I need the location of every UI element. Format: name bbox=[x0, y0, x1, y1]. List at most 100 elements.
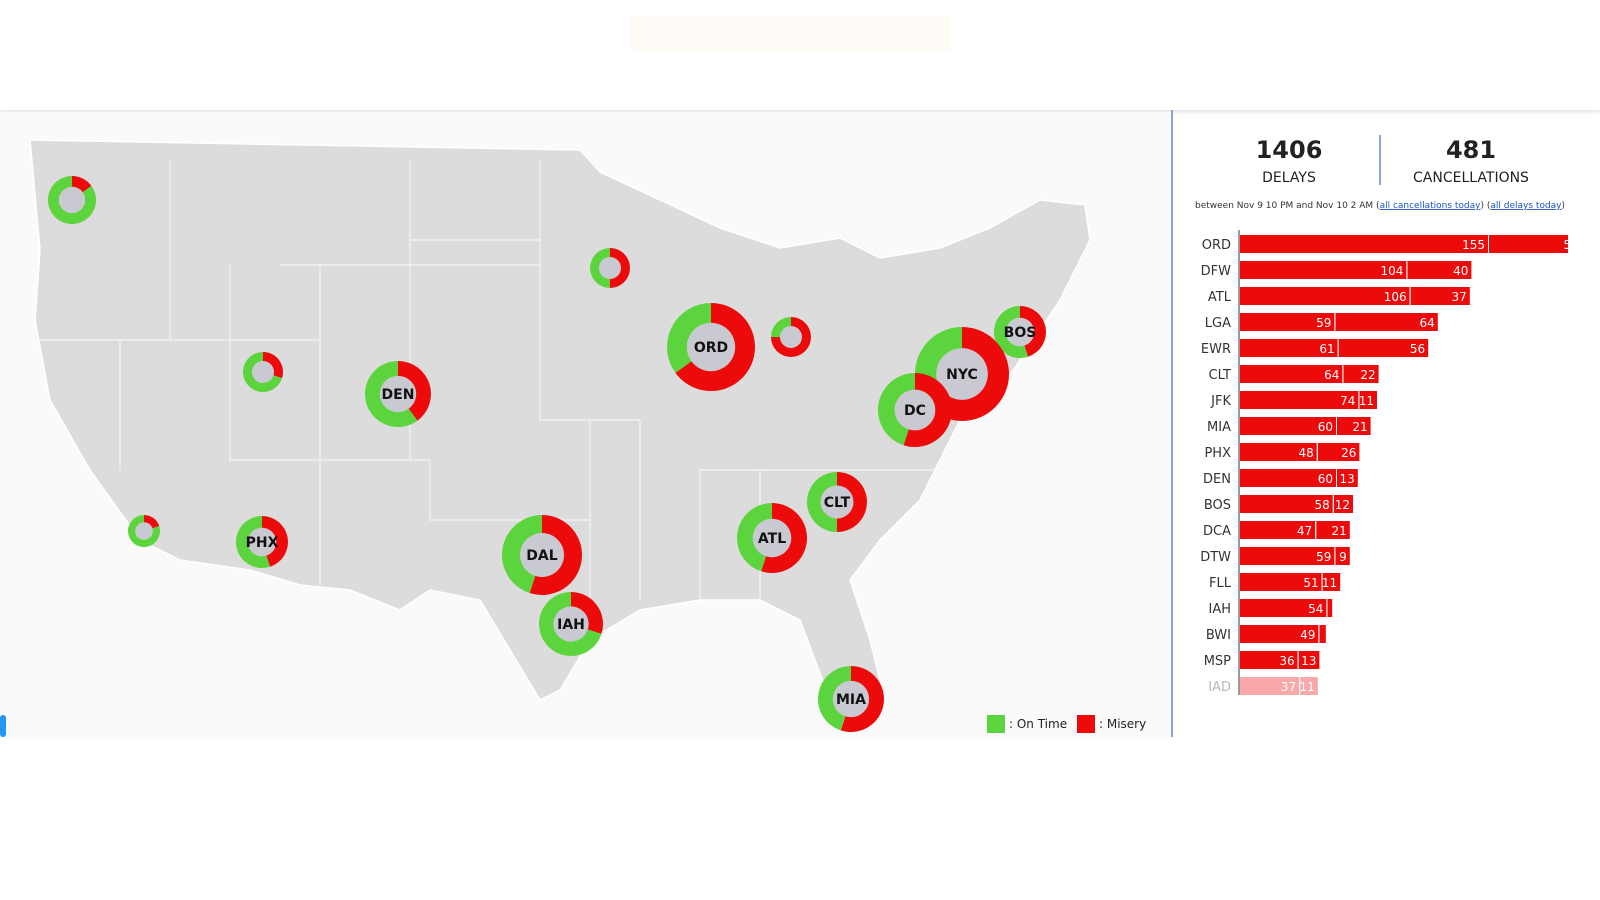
cancellations-value: 11 bbox=[1359, 394, 1374, 408]
on-time-arc bbox=[538, 592, 602, 656]
bar-row: DTW 59 9 bbox=[1200, 547, 1350, 565]
cancellations-bar bbox=[1327, 599, 1333, 617]
cancellations-bar bbox=[1337, 469, 1358, 487]
cancellations-value: 21 bbox=[1352, 420, 1367, 434]
airport-label: IAH bbox=[557, 617, 585, 633]
delays-value: 64 bbox=[1324, 368, 1339, 382]
on-time-arc bbox=[817, 666, 851, 731]
cancellations-count: 481 bbox=[1446, 136, 1496, 164]
delays-value: 155 bbox=[1462, 238, 1485, 252]
bar-airport-label: DEN bbox=[1203, 472, 1231, 487]
delays-bar bbox=[1240, 443, 1317, 461]
donut-center bbox=[894, 389, 936, 431]
cancellations-bar bbox=[1337, 417, 1371, 435]
delays-value: 48 bbox=[1299, 446, 1314, 460]
misery-arc bbox=[771, 317, 811, 357]
cancellations-bar bbox=[1359, 391, 1377, 409]
delays-value: 51 bbox=[1303, 576, 1318, 590]
cancellations-bar bbox=[1316, 521, 1350, 539]
cancellations-value: 13 bbox=[1340, 472, 1355, 486]
airport-donut: IAH bbox=[538, 592, 604, 656]
note-end: ) bbox=[1562, 201, 1566, 211]
delays-value: 49 bbox=[1300, 628, 1315, 642]
misery-arc bbox=[263, 352, 283, 379]
airport-donut bbox=[771, 317, 811, 357]
cancellations-value: 21 bbox=[1332, 524, 1347, 538]
delays-value: 59 bbox=[1316, 316, 1331, 330]
bar-airport-label: BOS bbox=[1204, 498, 1231, 513]
side-tab[interactable] bbox=[0, 715, 6, 737]
donut-center bbox=[520, 533, 564, 577]
delays-bar bbox=[1240, 339, 1338, 357]
bar-row: DCA 47 21 bbox=[1203, 521, 1350, 539]
legend-on-time: : On Time bbox=[1009, 717, 1067, 731]
cancellations-value: 11 bbox=[1300, 680, 1315, 694]
airport-donut: DC bbox=[878, 373, 953, 447]
cancellations-value: 37 bbox=[1452, 290, 1467, 304]
bar-airport-label: ORD bbox=[1202, 238, 1231, 253]
delays-bar bbox=[1240, 599, 1327, 617]
on-time-arc bbox=[807, 472, 837, 532]
cancellations-value: 58 bbox=[1564, 238, 1579, 252]
bar-airport-label: IAD bbox=[1208, 680, 1231, 695]
bar-row: LGA 59 64 bbox=[1205, 313, 1438, 331]
delays-bar bbox=[1240, 313, 1335, 331]
cancellations-bar bbox=[1335, 547, 1350, 565]
bar-airport-label: LGA bbox=[1205, 316, 1231, 331]
delays-value: 47 bbox=[1297, 524, 1312, 538]
cancellations-value: 13 bbox=[1301, 654, 1316, 668]
misery-arc bbox=[903, 373, 953, 447]
bar-row: BOS 58 12 bbox=[1204, 495, 1353, 513]
donut-center bbox=[379, 375, 417, 413]
link-all-cancellations[interactable]: all cancellations today bbox=[1380, 201, 1482, 211]
misery-arc bbox=[262, 516, 288, 567]
delays-bar bbox=[1240, 469, 1336, 487]
cancellations-bar bbox=[1335, 313, 1438, 331]
donut-center bbox=[780, 326, 802, 348]
bar-row: EWR 61 56 bbox=[1201, 339, 1429, 357]
on-time-arc bbox=[771, 317, 791, 337]
bar-airport-label: FLL bbox=[1209, 576, 1232, 591]
cancellations-bar bbox=[1338, 339, 1429, 357]
bar-row: DFW 104 40 bbox=[1201, 261, 1472, 279]
donut-center bbox=[936, 348, 988, 400]
delays-bar bbox=[1240, 573, 1322, 591]
airport-label: DAL bbox=[526, 548, 557, 564]
delays-value: 74 bbox=[1340, 394, 1355, 408]
bar-row: FLL 51 11 bbox=[1209, 573, 1341, 591]
on-time-arc bbox=[667, 303, 711, 373]
donut-center bbox=[247, 527, 277, 557]
misery-arc bbox=[144, 515, 160, 529]
delays-value: 37 bbox=[1281, 680, 1296, 694]
airport-donuts: ORD DEN BOS NYC DC CLT ATL PHX DAL IAH MIA bbox=[48, 176, 1046, 732]
bar-airport-label: MSP bbox=[1204, 654, 1231, 669]
cancellations-bar bbox=[1317, 443, 1360, 461]
bar-row: IAH 54 bbox=[1208, 599, 1333, 617]
cancellations-value: 12 bbox=[1335, 498, 1350, 512]
donut-center bbox=[820, 485, 854, 519]
donut-center bbox=[599, 257, 621, 279]
misery-arc bbox=[529, 515, 583, 595]
delays-bar bbox=[1240, 365, 1343, 383]
time-range-note: between Nov 9 10 PM and Nov 10 2 AM (all… bbox=[1195, 201, 1565, 211]
delays-value: 36 bbox=[1279, 654, 1294, 668]
delays-bar bbox=[1240, 495, 1333, 513]
airport-donut: ORD bbox=[667, 303, 756, 392]
delays-value: 60 bbox=[1318, 472, 1333, 486]
bar-row: CLT 64 22 bbox=[1209, 365, 1379, 383]
cancellations-bar bbox=[1300, 677, 1318, 695]
donut-center bbox=[553, 606, 589, 642]
donut-center bbox=[1005, 317, 1035, 347]
bar-row: MIA 60 21 bbox=[1207, 417, 1371, 435]
bar-row: DEN 60 13 bbox=[1203, 469, 1358, 487]
delays-bar bbox=[1240, 391, 1359, 409]
cancellations-bar bbox=[1298, 651, 1320, 669]
delays-value: 54 bbox=[1308, 602, 1323, 616]
legend: : On Time : Misery bbox=[987, 715, 1146, 733]
airport-donut: DAL bbox=[502, 515, 583, 595]
link-all-delays[interactable]: all delays today bbox=[1490, 201, 1562, 211]
delays-bar bbox=[1240, 547, 1335, 565]
misery-arc bbox=[840, 666, 884, 732]
